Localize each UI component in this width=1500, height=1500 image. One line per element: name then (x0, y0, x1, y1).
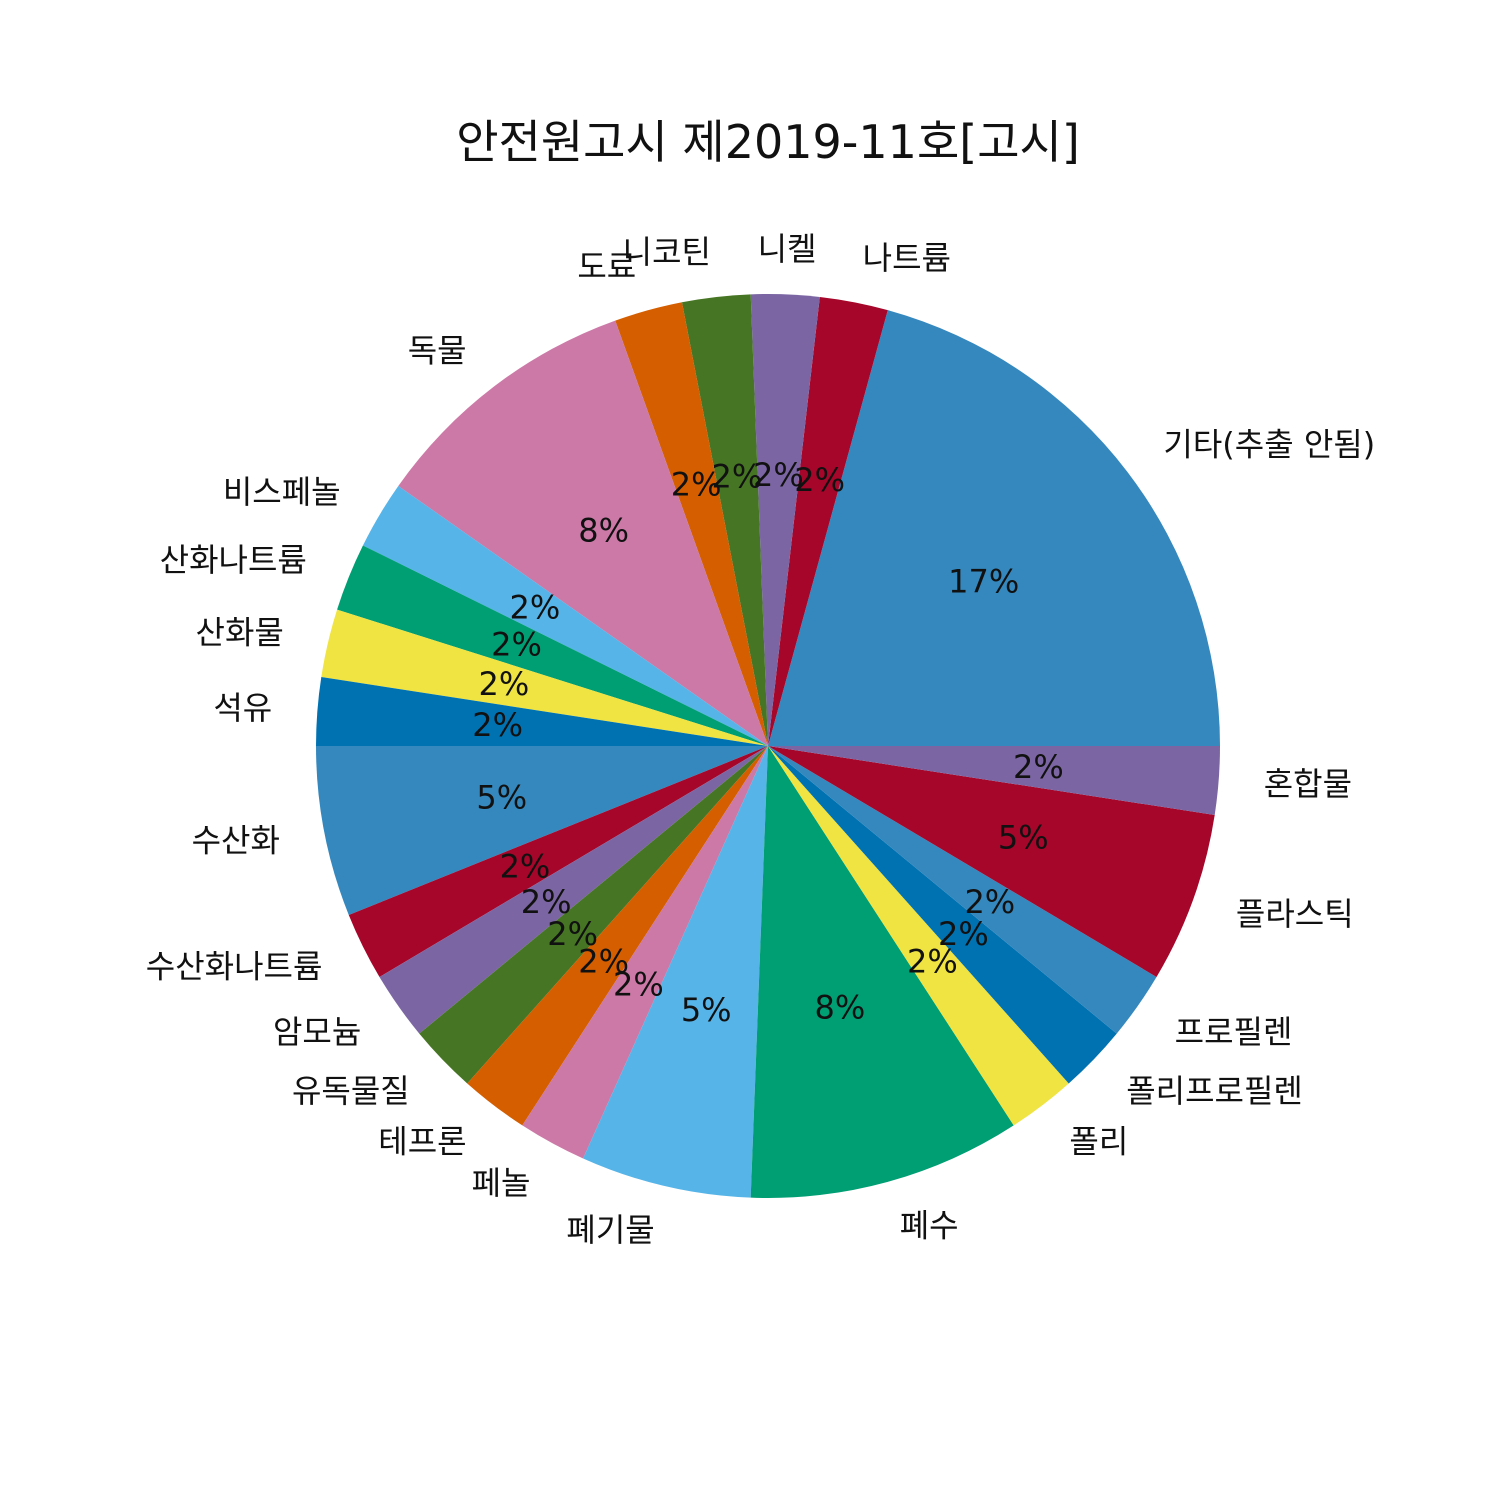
pie-slice (522, 746, 768, 1159)
slice-category-label: 프로필렌 (1175, 1013, 1293, 1051)
pie-slice (750, 294, 820, 746)
slice-percent-label: 2% (907, 943, 958, 981)
slice-category-label: 수산화 (192, 822, 280, 860)
slice-percent-label: 2% (472, 706, 523, 744)
pie-slice (768, 746, 1215, 977)
pie-slice (316, 677, 768, 746)
slice-category-label: 산화나트륨 (160, 541, 307, 579)
pie-slice (768, 296, 888, 746)
slice-category-label: 수산화나트륨 (146, 948, 323, 986)
percent-labels: 17%2%2%2%2%8%2%2%2%2%5%2%2%2%2%2%5% 8%2%2… (472, 456, 1064, 1029)
slice-percent-label: 2% (521, 883, 572, 921)
slice-category-label: 암모늄 (273, 1013, 361, 1051)
slice-category-label: 기타(추출 안됨) (1163, 426, 1375, 464)
slice-percent-label: 2% (938, 915, 989, 953)
slice-category-label: 나트륨 (863, 239, 951, 277)
slice-percent-label: 2% (547, 915, 598, 953)
slice-percent-label: 2% (964, 883, 1015, 921)
pie-slice (768, 746, 1069, 1126)
pie-slice (321, 609, 768, 746)
pie-slice (398, 320, 768, 746)
slice-percent-label: 2% (712, 458, 763, 496)
pie-slice (768, 746, 1220, 815)
slice-percent-label: 2% (491, 626, 542, 664)
slice-percent-label: 2% (479, 665, 530, 703)
slice-category-label: 비스페놀 (223, 473, 341, 511)
slice-category-label: 플라스틱 (1236, 895, 1354, 933)
slice-percent-label: 17% (948, 563, 1019, 601)
slice-category-label: 페놀 (472, 1164, 531, 1202)
slice-category-label: 폴리프로필렌 (1126, 1072, 1303, 1110)
slice-percent-label: 5% (681, 991, 732, 1029)
slice-percent-label: 8% (578, 511, 629, 549)
slice-percent-label: 2% (753, 456, 804, 494)
pie-slices (316, 294, 1220, 1199)
slice-percent-label: 2% (510, 588, 561, 626)
slice-category-label: 니켈 (758, 230, 817, 268)
pie-slice (379, 746, 768, 1034)
pie-slice (583, 746, 768, 1198)
slice-percent-label: 2% (1013, 748, 1064, 786)
pie-slice (419, 746, 768, 1084)
pie-slice (362, 485, 768, 746)
slice-category-label: 산화물 (196, 614, 284, 652)
pie-slice (768, 746, 1157, 1034)
pie-slice (316, 746, 768, 915)
pie-slice (337, 545, 768, 746)
slice-percent-label: 2% (671, 465, 722, 503)
slice-category-label: 유독물질 (292, 1072, 410, 1110)
pie-slice (615, 302, 768, 746)
slice-category-label: 니코틴 (623, 233, 711, 271)
slice-percent-label: 5% (476, 779, 527, 817)
slice-percent-label: 2% (794, 461, 845, 499)
slice-category-label: 폐기물 (566, 1211, 654, 1249)
chart-title: 안전원고시 제2019-11호[고시] (456, 115, 1080, 169)
category-labels: 기타(추출 안됨) 나트륨 니켈 니코틴도료독물비스페놀산화나트륨산화물석유수산화수산… (146, 230, 1375, 1249)
pie-slice (348, 746, 768, 977)
slice-category-label: 혼합물 (1264, 765, 1352, 803)
slice-category-label: 테프론 (378, 1122, 466, 1160)
slice-category-label: 독물 (408, 332, 467, 370)
slice-percent-label: 8% (814, 989, 865, 1027)
pie-slice (681, 294, 768, 746)
slice-percent-label: 2% (578, 943, 629, 981)
slice-percent-label: 5% (998, 819, 1049, 857)
pie-slice (768, 310, 1220, 746)
pie-slice (467, 746, 768, 1126)
pie-slice (768, 746, 1117, 1084)
slice-category-label: 폐수 (900, 1206, 959, 1244)
pie-slice (750, 746, 1014, 1199)
slice-category-label: 도료 (577, 248, 636, 286)
slice-category-label: 석유 (213, 689, 272, 727)
slice-percent-label: 2% (500, 847, 551, 885)
slice-category-label: 폴리 (1069, 1122, 1128, 1160)
slice-percent-label: 2% (613, 965, 664, 1003)
